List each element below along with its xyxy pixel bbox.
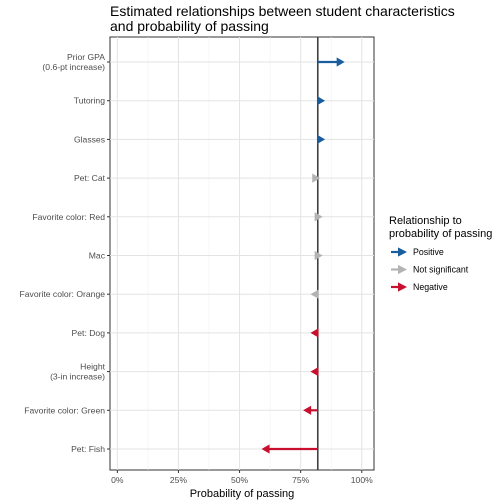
legend-key-arrow-icon [398, 282, 407, 292]
x-axis: 0% 25% 50% 75% 100% Probability of passing [111, 470, 373, 500]
arrow-mark [310, 289, 319, 299]
y-tick-label: Pet: Cat [74, 173, 106, 183]
y-tick-label: Glasses [74, 134, 105, 144]
arrow-head [310, 328, 319, 338]
legend-key-arrow-icon [398, 247, 407, 257]
arrow-head [310, 367, 319, 377]
legend-label: Negative [413, 282, 448, 292]
arrow-mark [317, 57, 345, 67]
legend-item: Not significant [391, 265, 469, 275]
legend-label: Positive [413, 247, 444, 257]
x-tick-label: 75% [292, 475, 310, 485]
plot-border [109, 36, 375, 471]
arrow-head [310, 289, 319, 299]
y-tick-label: Pet: Dog [72, 328, 106, 338]
arrow-mark [312, 173, 321, 183]
legend-label: Not significant [413, 265, 469, 275]
arrow-mark [261, 444, 318, 454]
arrow-head [303, 405, 312, 415]
y-tick-label: Mac [89, 251, 106, 261]
plot-background [110, 37, 374, 470]
arrow-mark [310, 367, 319, 377]
arrow-mark [310, 328, 319, 338]
x-axis-title: Probability of passing [190, 488, 295, 500]
legend-title: Relationship to probability of passing [389, 215, 492, 240]
legend-item: Positive [391, 247, 444, 257]
plot-panel [109, 36, 375, 471]
chart-title-text: Estimated relationships between student … [110, 3, 455, 34]
arrow-head [317, 96, 326, 106]
arrow-mark [317, 96, 326, 106]
x-tick-label: 0% [111, 475, 124, 485]
y-axis: Prior GPA (0.6-pt increase) Tutoring Glasse… [20, 52, 110, 454]
arrow-mark [314, 212, 323, 222]
y-tick-label: Prior GPA (0.6-pt increase) [42, 52, 105, 72]
x-tick-label: 100% [351, 475, 373, 485]
arrow-mark [314, 250, 323, 261]
arrow-mark [317, 134, 326, 144]
chart-title: Estimated relationships between student … [110, 3, 455, 34]
legend-key-arrow-icon [398, 264, 407, 275]
y-tick-label: Favorite color: Red [32, 212, 105, 222]
y-tick-label: Tutoring [74, 96, 105, 106]
arrow-head [317, 134, 326, 144]
y-tick-label: Height (3-in increase) [50, 362, 106, 382]
arrow-head [261, 444, 270, 454]
arrow-head [336, 57, 345, 67]
y-tick-label: Favorite color: Orange [20, 289, 106, 299]
arrow-mark [303, 405, 318, 415]
arrow-head [314, 212, 323, 222]
legend: Relationship to probability of passing Pos… [389, 215, 492, 292]
arrow-head [312, 173, 321, 183]
arrow-head [314, 250, 323, 261]
legend-item: Negative [391, 282, 448, 292]
y-tick-label: Pet: Fish [71, 444, 105, 454]
arrow-marks [261, 57, 345, 454]
y-tick-label: Favorite color: Green [24, 405, 105, 415]
x-tick-label: 25% [170, 475, 188, 485]
x-tick-label: 50% [231, 475, 249, 485]
